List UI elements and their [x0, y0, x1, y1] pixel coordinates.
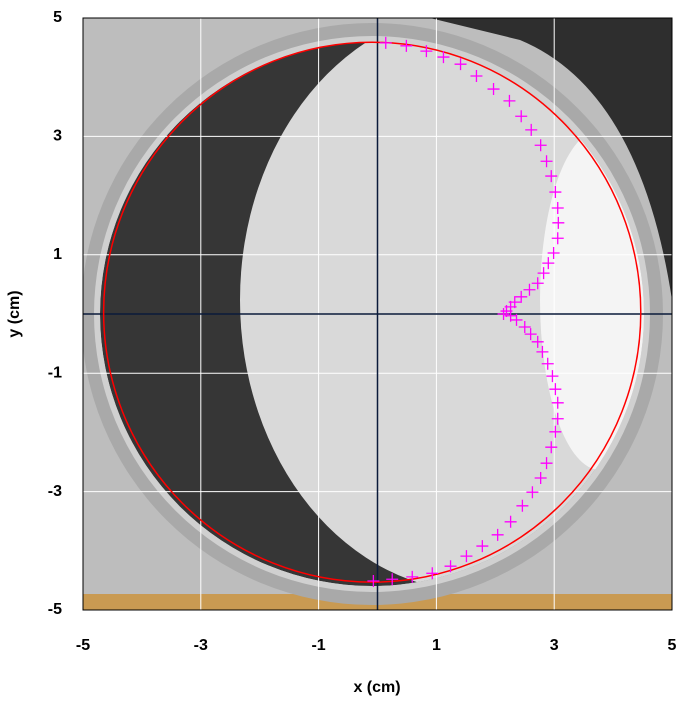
y-tick-label: 5 [53, 9, 62, 26]
x-tick-label: -5 [76, 637, 90, 654]
x-tick-label: 3 [550, 637, 559, 654]
y-tick-label: -3 [48, 483, 62, 500]
x-tick-label: 1 [432, 637, 441, 654]
y-tick-label: -5 [48, 601, 62, 618]
x-tick-label: 5 [668, 637, 677, 654]
chart: x (cm) y (cm) -5 -3 -1 1 3 5 -5 -3 -1 1 3 5 [0, 0, 679, 705]
x-axis-label: x (cm) [353, 679, 400, 696]
photo-background [81, 8, 679, 610]
y-tick-label: 1 [53, 246, 62, 263]
y-axis-label: y (cm) [6, 290, 23, 337]
y-tick-label: -1 [48, 364, 62, 381]
x-tick-label: -3 [194, 637, 208, 654]
x-tick-label: -1 [311, 637, 325, 654]
page: {"chart_data": {"type": "scatter", "x_la… [0, 0, 679, 710]
y-tick-label: 3 [53, 128, 62, 145]
